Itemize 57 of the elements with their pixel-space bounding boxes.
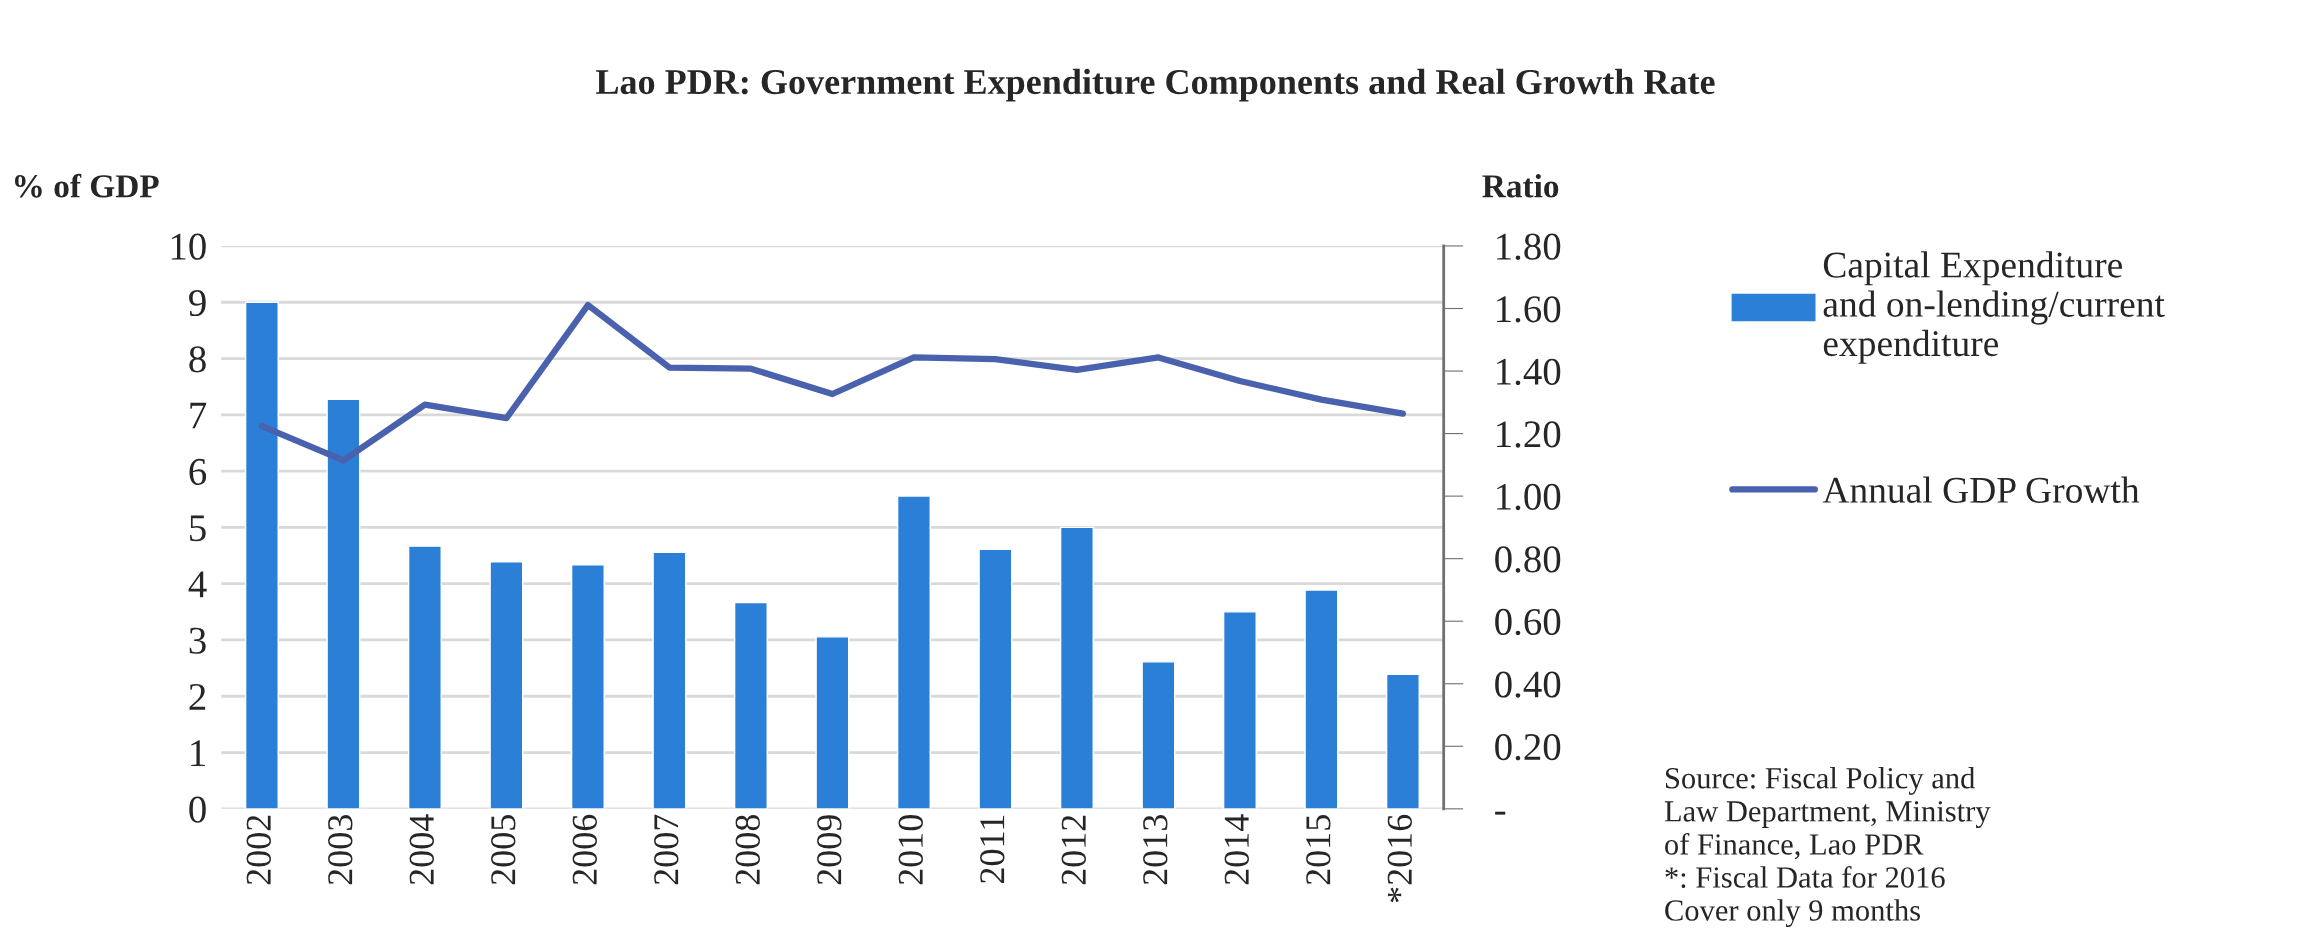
- x-tick-label: 2014: [1224, 814, 1249, 885]
- y2-tick-label: 0.60: [1495, 608, 1561, 636]
- bar: [1385, 673, 1420, 809]
- y2-tick-label: -: [1495, 811, 1506, 815]
- x-tick-label: 2004: [409, 814, 434, 885]
- bar: [1141, 661, 1176, 809]
- bar: [489, 561, 524, 809]
- x-tick-label: 2006: [572, 814, 597, 885]
- bar: [1059, 526, 1094, 809]
- legend-label: Annual GDP Growth: [1822, 476, 2140, 503]
- bar: [326, 398, 361, 809]
- y-tick-label: 2: [189, 684, 206, 710]
- x-tick-label: *2016: [1387, 814, 1412, 903]
- y-tick-label: 8: [189, 346, 206, 373]
- y-tick-label: 6: [189, 458, 207, 485]
- bar: [244, 301, 279, 809]
- y2-tick-label: 0.40: [1495, 671, 1561, 698]
- y2-tick-label: 1.80: [1497, 233, 1561, 261]
- x-tick-label: 2012: [1061, 815, 1086, 885]
- y2-tick-label: 1.40: [1497, 358, 1561, 386]
- y-axis-title: % of GDP: [14, 173, 159, 198]
- x-tick-label: 2015: [1306, 815, 1331, 885]
- y-tick-label: 7: [190, 402, 207, 429]
- y-tick-label: 9: [189, 289, 206, 317]
- x-tick-label: 2010: [898, 815, 923, 885]
- x-tick-label: 2002: [246, 815, 271, 885]
- y-tick-label: 0: [189, 796, 206, 823]
- x-tick-label: 2003: [328, 815, 353, 885]
- x-tick-label: 2008: [735, 815, 760, 885]
- y2-tick-label: 1.20: [1497, 421, 1561, 448]
- bar: [570, 564, 605, 809]
- source-note: Source: Fiscal Policy and Law Department, Ministry of Finance, Lao PDR *: Fiscal Data for 2016 Cover only 9 months: [1664, 767, 1991, 928]
- y-tick-label: 4: [188, 571, 207, 598]
- bar: [815, 636, 850, 809]
- x-tick-label: 2013: [1143, 815, 1168, 885]
- x-tick-label: 2005: [491, 815, 516, 885]
- x-tick-label: 2007: [654, 814, 679, 885]
- y-tick-label: 5: [190, 515, 206, 542]
- bar: [652, 551, 687, 809]
- y2-axis-title: Ratio: [1482, 174, 1559, 198]
- bar: [1304, 589, 1339, 809]
- y-tick-label: 3: [189, 627, 206, 654]
- bar: [733, 601, 768, 809]
- y2-tick-label: 0.20: [1495, 733, 1561, 761]
- x-tick-label: 2011: [980, 815, 1005, 883]
- bar: [1222, 611, 1257, 809]
- bar: [407, 545, 442, 809]
- y2-tick-label: 0.80: [1495, 546, 1561, 573]
- y-tick-label: 1: [191, 740, 205, 767]
- bar: [896, 495, 931, 809]
- legend-label: Capital Expenditure and on-lending/current expenditure: [1823, 251, 2165, 364]
- x-tick-label: 2009: [817, 815, 842, 885]
- y2-tick-label: 1.00: [1497, 483, 1561, 511]
- bar: [978, 548, 1013, 809]
- y-tick-label: 10: [171, 233, 206, 260]
- chart-title: Lao PDR: Government Expenditure Components and Real Growth Rate: [596, 68, 1715, 102]
- y2-tick-label: 1.60: [1497, 296, 1561, 323]
